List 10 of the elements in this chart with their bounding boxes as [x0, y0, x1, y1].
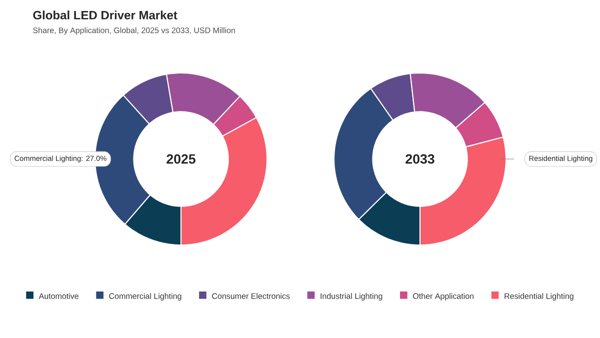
legend-label: Consumer Electronics [212, 293, 290, 299]
legend-label: Industrial Lighting [320, 293, 382, 300]
slice-label: 2025 [166, 154, 196, 164]
legend-label: Automotive [38, 293, 78, 299]
legend-label: Commercial Lighting [109, 293, 182, 300]
legend-label: Other Application [413, 293, 474, 300]
chart-title: Global LED Driver Market [33, 10, 178, 20]
slice-label: 2033 [406, 154, 434, 164]
legend-label: Residential Lighting [504, 293, 574, 300]
chart-subtitle: Share, By Application, Global, 2025 vs 2033, USD Million [33, 27, 235, 35]
